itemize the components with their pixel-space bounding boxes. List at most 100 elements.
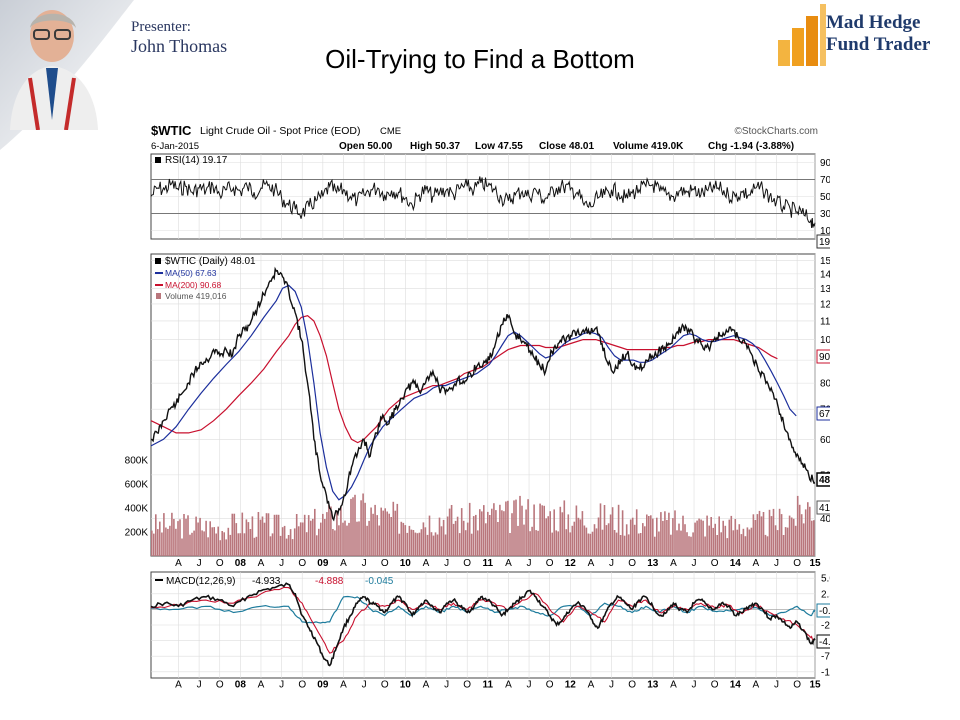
volume-bar — [398, 533, 401, 556]
volume-bar — [314, 508, 316, 556]
volume-bar — [261, 516, 264, 556]
volume-bar — [297, 526, 300, 556]
price-scale-label: 40 — [820, 514, 830, 525]
volume-bar — [348, 522, 350, 556]
volume-bar — [509, 533, 511, 556]
chart-high: High 50.37 — [410, 141, 460, 152]
rsi-scale-label: 10 — [820, 226, 830, 237]
price-scale-label: 130 — [820, 284, 830, 295]
volume-bar — [460, 508, 463, 556]
price-legend: $WTIC (Daily) 48.01 — [165, 256, 256, 267]
volume-bar — [219, 540, 221, 556]
volume-bar — [652, 518, 654, 556]
volume-bar — [545, 518, 547, 556]
volume-bar — [623, 535, 626, 556]
volume-bar — [163, 513, 165, 556]
rsi-scale-label: 30 — [820, 209, 830, 220]
volume-bar — [291, 539, 294, 556]
volume-bar — [782, 535, 785, 556]
volume-bar — [380, 507, 382, 556]
volume-bar — [422, 522, 425, 556]
volume-bar — [340, 506, 342, 556]
volume-bar — [541, 505, 543, 556]
volume-bar — [243, 533, 246, 556]
volume-bar — [446, 516, 449, 556]
x-tick-label: 15 — [809, 558, 821, 569]
ma50-tag-box — [816, 406, 830, 421]
volume-bar — [175, 528, 177, 556]
x-tick-label: J — [774, 558, 779, 569]
volume-bar — [650, 515, 652, 556]
x-tick-label: 11 — [483, 680, 494, 689]
x-tick-label: O — [216, 558, 224, 569]
x-tick-label: A — [588, 558, 595, 569]
volume-bar — [748, 529, 751, 556]
x-tick-label: 08 — [235, 558, 247, 569]
x-tick-label: J — [362, 680, 367, 689]
volume-bar — [157, 529, 159, 556]
volume-bar — [700, 519, 702, 556]
volume-bar — [151, 530, 153, 556]
volume-bar — [603, 505, 606, 556]
volume-bar — [774, 525, 777, 556]
presenter-photo — [10, 10, 98, 130]
volume-bar — [531, 526, 533, 556]
volume-bar — [181, 538, 183, 556]
volume-bar — [811, 520, 813, 556]
x-tick-label: A — [670, 680, 677, 689]
volume-bar — [289, 529, 292, 556]
chart-exchange: CME — [380, 126, 401, 137]
volume-bar — [442, 519, 445, 556]
volume-bar — [444, 534, 447, 556]
volume-bar — [730, 515, 733, 556]
volume-bar — [406, 532, 409, 556]
volume-bar — [430, 532, 433, 556]
oil-price-chart: $WTIC Light Crude Oil - Spot Price (EOD)… — [118, 118, 830, 688]
close-tag-box — [816, 472, 830, 487]
rsi-legend-swatch — [155, 157, 161, 163]
macd-value-tag: -4.933 — [819, 637, 830, 648]
volume-bar — [207, 537, 209, 556]
volume-bar — [424, 527, 427, 556]
volume-bar — [605, 525, 608, 556]
x-tick-label: O — [216, 680, 224, 689]
x-tick-label: J — [197, 558, 202, 569]
x-tick-label: J — [197, 680, 202, 689]
x-tick-label: O — [628, 558, 636, 569]
volume-bar — [553, 509, 555, 556]
volume-bar — [670, 534, 672, 556]
volume-bar — [448, 508, 451, 556]
volume-bar — [466, 522, 469, 556]
volume-bar — [392, 501, 395, 556]
volume-bar — [418, 532, 421, 556]
volume-bar — [153, 533, 155, 556]
volume-bar — [804, 509, 807, 556]
volume-bar — [301, 522, 304, 556]
x-tick-label: A — [340, 558, 347, 569]
volume-bar — [173, 519, 175, 556]
volume-bar — [227, 527, 230, 556]
volume-bar — [507, 500, 509, 556]
x-tick-label: O — [711, 558, 719, 569]
volume-bar — [780, 514, 783, 556]
volume-tag: 419016 — [819, 503, 830, 514]
volume-bar — [332, 529, 334, 556]
volume-bar — [223, 532, 225, 556]
volume-bar — [438, 517, 441, 556]
volume-bar — [265, 513, 268, 556]
volume-bar — [161, 532, 163, 556]
volume-bar — [420, 529, 423, 556]
volume-bar — [414, 532, 417, 556]
x-tick-label: O — [546, 558, 554, 569]
volume-bar — [690, 536, 692, 556]
volume-bar — [354, 494, 356, 556]
chart-low: Low 47.55 — [475, 141, 523, 152]
volume-bar — [199, 517, 201, 556]
volume-bar — [235, 523, 238, 556]
volume-bar — [521, 505, 523, 556]
volume-scale-label: 600K — [125, 480, 149, 491]
volume-bar — [477, 530, 479, 556]
volume-bar — [428, 515, 431, 556]
volume-bar — [688, 536, 690, 556]
volume-bar — [336, 512, 338, 556]
